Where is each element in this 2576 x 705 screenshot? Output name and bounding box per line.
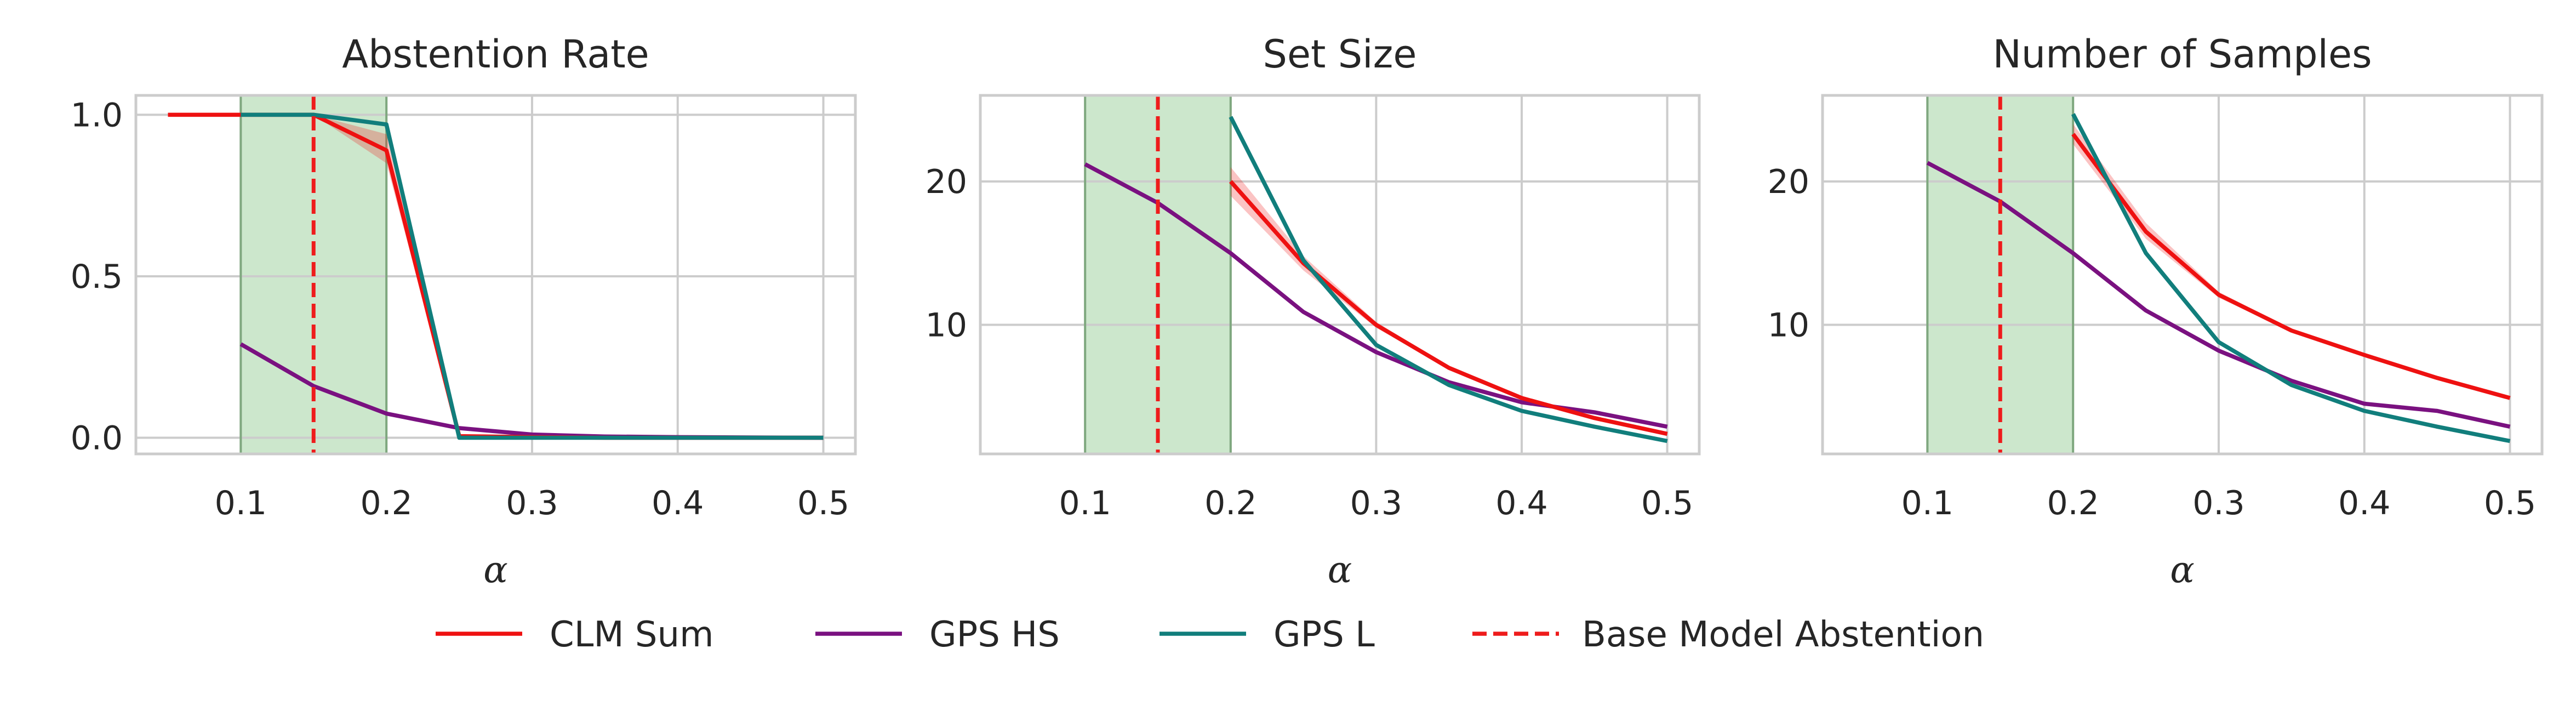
legend-label: Base Model Abstention	[1582, 615, 1984, 655]
axes-frame	[979, 94, 1701, 456]
y-tick-label: 20	[926, 163, 967, 201]
y-tick-label: 0.0	[71, 419, 123, 458]
x-tick-label: 0.4	[1495, 484, 1547, 522]
legend-entry-gps-hs: GPS HS	[815, 615, 1060, 655]
chart-panels: 0.1 0.2 0.3 0.4 0.5 0.0 0.5 1.0 Abstention Rate α…	[71, 32, 2544, 591]
chart-title: Set Size	[1263, 32, 1417, 77]
y-tick-label: 0.5	[71, 258, 123, 296]
x-tick-label: 0.3	[506, 484, 558, 522]
x-tick-label: 0.3	[1350, 484, 1402, 522]
x-tick-label: 0.1	[1901, 484, 1954, 522]
series-line-gps-l	[241, 112, 824, 440]
x-axis-label: α	[1328, 549, 1352, 591]
x-axis-label: α	[483, 549, 508, 591]
legend-label: GPS L	[1273, 615, 1375, 655]
legend-label: GPS HS	[929, 615, 1060, 655]
x-tick-label: 0.5	[2484, 484, 2536, 522]
x-axis-label: α	[2170, 549, 2195, 591]
panel-number-of-samples: 0.1 0.2 0.3 0.4 0.5 10 20 Number of Samples α	[1768, 32, 2544, 591]
y-tick-label: 10	[926, 306, 967, 345]
x-tick-label: 0.5	[797, 484, 849, 522]
chart-title: Abstention Rate	[342, 32, 649, 77]
series-line-gps-hs	[1926, 161, 2511, 429]
axes-frame	[1821, 94, 2544, 456]
legend: CLM Sum GPS HS GPS L Base Model Abstention	[436, 615, 1984, 655]
x-tick-label: 0.1	[215, 484, 267, 522]
x-tick-label: 0.2	[360, 484, 412, 522]
y-tick-label: 1.0	[71, 96, 123, 134]
x-tick-label: 0.1	[1059, 484, 1111, 522]
series-line-gps-l	[2071, 113, 2511, 444]
x-tick-label: 0.4	[2338, 484, 2390, 522]
y-tick-label: 10	[1768, 306, 1809, 345]
panel-set-size: 0.1 0.2 0.3 0.4 0.5 10 20 Set Size α	[926, 32, 1701, 591]
panel-abstention-rate: 0.1 0.2 0.3 0.4 0.5 0.0 0.5 1.0 Abstention Rate α	[71, 32, 857, 591]
series-line-gps-hs	[1084, 162, 1668, 429]
legend-entry-clm-sum: CLM Sum	[436, 615, 713, 655]
y-tick-label: 20	[1768, 163, 1809, 201]
legend-entry-gps-l: GPS L	[1160, 615, 1375, 655]
series-line-clm-sum	[2071, 133, 2511, 400]
axes-frame	[134, 94, 857, 456]
x-tick-label: 0.5	[1641, 484, 1693, 522]
x-tick-label: 0.2	[2047, 484, 2099, 522]
x-tick-label: 0.4	[652, 484, 704, 522]
chart-title: Number of Samples	[1992, 32, 2372, 77]
legend-entry-base-model-abstention: Base Model Abstention	[1472, 615, 1984, 655]
legend-label: CLM Sum	[550, 615, 713, 655]
x-tick-label: 0.3	[2192, 484, 2244, 522]
series-line-gps-l	[1229, 116, 1668, 444]
x-tick-label: 0.2	[1204, 484, 1256, 522]
